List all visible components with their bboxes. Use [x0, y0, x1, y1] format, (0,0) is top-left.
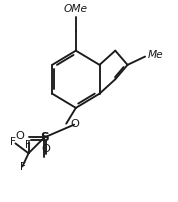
Text: F: F — [20, 162, 26, 172]
Text: O: O — [41, 144, 50, 154]
Text: S: S — [40, 131, 49, 144]
Text: O: O — [71, 119, 79, 129]
Text: OMe: OMe — [64, 4, 88, 14]
Text: O: O — [15, 132, 24, 141]
Text: Me: Me — [148, 50, 163, 60]
Text: F: F — [10, 137, 16, 147]
Text: F: F — [25, 140, 31, 150]
